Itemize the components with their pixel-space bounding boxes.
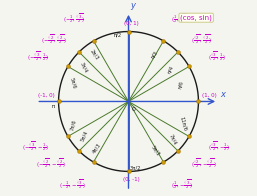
Text: 4π/3: 4π/3 (91, 142, 102, 154)
Text: ($\frac{\sqrt{3}}{2}$, $-\frac{1}{2}$): ($\frac{\sqrt{3}}{2}$, $-\frac{1}{2}$) (208, 140, 230, 153)
Text: 7π/6: 7π/6 (69, 118, 77, 131)
Text: (-1, 0): (-1, 0) (38, 93, 55, 98)
Text: ($\frac{\sqrt{2}}{2}$, $-\frac{\sqrt{2}}{2}$): ($\frac{\sqrt{2}}{2}$, $-\frac{\sqrt{2}}… (191, 157, 216, 170)
Text: ($-\frac{\sqrt{2}}{2}$, $\frac{\sqrt{2}}{2}$): ($-\frac{\sqrt{2}}{2}$, $\frac{\sqrt{2}}… (41, 33, 66, 46)
Text: ($-\frac{1}{2}$, $\frac{\sqrt{3}}{2}$): ($-\frac{1}{2}$, $\frac{\sqrt{3}}{2}$) (63, 12, 86, 25)
Text: 5π/3: 5π/3 (150, 145, 161, 157)
Text: 7π/4: 7π/4 (168, 133, 178, 145)
Text: x: x (220, 90, 225, 99)
Text: (cos, sin): (cos, sin) (180, 15, 212, 21)
Text: y: y (130, 1, 135, 10)
Text: 5π/6: 5π/6 (69, 76, 77, 89)
Text: 11π/6: 11π/6 (179, 116, 187, 132)
Text: ($-\frac{1}{2}$, $-\frac{\sqrt{3}}{2}$): ($-\frac{1}{2}$, $-\frac{\sqrt{3}}{2}$) (59, 178, 86, 191)
Text: ($-\frac{\sqrt{3}}{2}$, $\frac{1}{2}$): ($-\frac{\sqrt{3}}{2}$, $\frac{1}{2}$) (27, 50, 49, 63)
Text: π/4: π/4 (167, 64, 175, 74)
Text: 2π/3: 2π/3 (89, 48, 100, 61)
Text: 3π/2: 3π/2 (130, 165, 141, 171)
Text: ($-\frac{\sqrt{2}}{2}$, $-\frac{\sqrt{2}}{2}$): ($-\frac{\sqrt{2}}{2}$, $-\frac{\sqrt{2}… (36, 157, 66, 170)
Text: ($-\frac{\sqrt{3}}{2}$, $-\frac{1}{2}$): ($-\frac{\sqrt{3}}{2}$, $-\frac{1}{2}$) (22, 140, 49, 153)
Text: ($\frac{\sqrt{2}}{2}$, $\frac{\sqrt{2}}{2}$): ($\frac{\sqrt{2}}{2}$, $\frac{\sqrt{2}}{… (191, 33, 212, 46)
Text: π/6: π/6 (178, 80, 185, 89)
Text: 0: 0 (132, 107, 136, 112)
Text: ($\frac{\sqrt{3}}{2}$, $\frac{1}{2}$): ($\frac{\sqrt{3}}{2}$, $\frac{1}{2}$) (208, 50, 226, 63)
Text: 5π/4: 5π/4 (79, 129, 89, 142)
Text: (1, 0): (1, 0) (202, 93, 217, 98)
Text: 3π/4: 3π/4 (79, 61, 89, 74)
Text: π: π (52, 104, 55, 109)
Text: π/2: π/2 (114, 32, 122, 37)
Text: π/3: π/3 (150, 50, 159, 59)
Text: (0, 1): (0, 1) (124, 21, 139, 26)
Text: (0, -1): (0, -1) (123, 177, 140, 181)
Text: ($\frac{1}{2}$, $\frac{\sqrt{3}}{2}$): ($\frac{1}{2}$, $\frac{\sqrt{3}}{2}$) (171, 12, 189, 25)
Text: ($\frac{1}{2}$, $-\frac{\sqrt{3}}{2}$): ($\frac{1}{2}$, $-\frac{\sqrt{3}}{2}$) (171, 178, 194, 191)
